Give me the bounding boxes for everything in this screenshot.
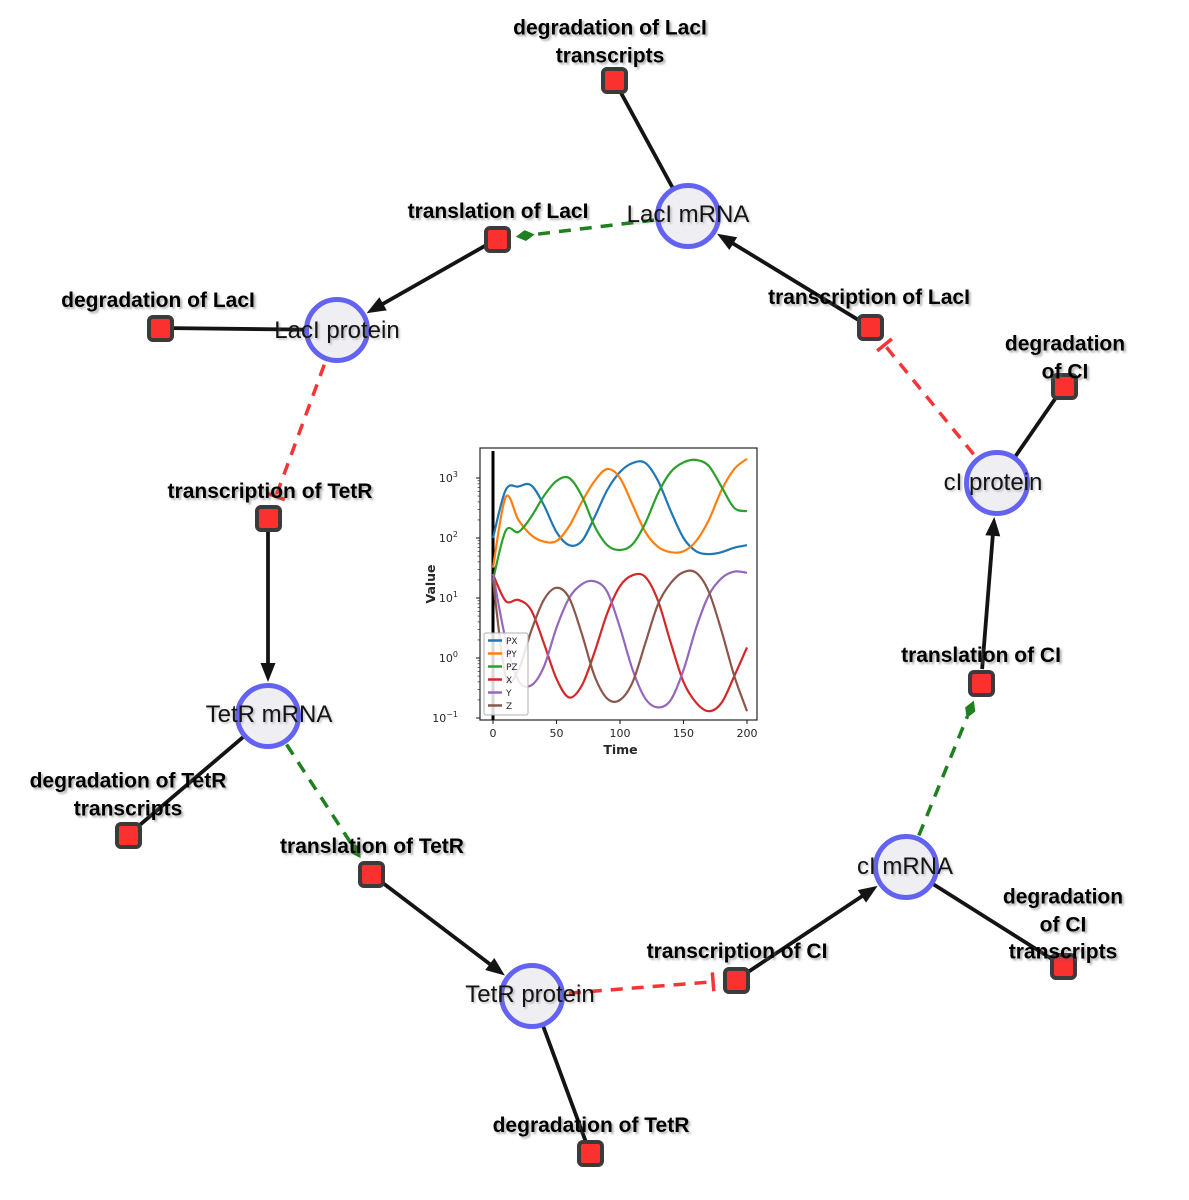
series-line-PY (491, 457, 748, 568)
edge-product-translation-tetR-to-tetR-protein-arrowhead (485, 958, 505, 976)
y-axis-tick-label: 103 (439, 470, 458, 485)
reaction-label-transcription-cI: transcription of CI (646, 940, 828, 964)
y-axis-tick-label: 101 (439, 590, 458, 605)
y-axis-tick-label: 102 (439, 530, 458, 545)
x-axis-title: Time (603, 742, 637, 757)
series-line-PX (491, 460, 748, 556)
reaction-node-deg-cI-tx (1049, 952, 1077, 980)
species-node-lacI-protein (304, 297, 370, 363)
edge-reactant-cI-protein-to-deg-cI (1013, 395, 1059, 458)
edge-product-translation-lacI-to-lacI-protein-arrowhead (366, 297, 387, 314)
species-label-cI-mRNA: cI mRNA (857, 853, 953, 880)
edge-inhibition-cI-protein-to-transcription-lacI (881, 342, 975, 456)
reaction-label-deg-cI-tx: degradation of CI transcripts (1002, 885, 1124, 964)
edge-reactant-lacI-protein-to-deg-lacI (172, 326, 306, 332)
species-node-tetR-mRNA (235, 683, 301, 749)
legend-label-X: X (506, 676, 512, 686)
reaction-label-transcription-tetR: transcription of TetR (167, 480, 373, 504)
reaction-label-deg-lacI-tx: degradation of LacI transcripts (513, 16, 707, 67)
chart-plot-area (491, 451, 749, 720)
reaction-node-transcription-tetR (254, 504, 282, 532)
species-node-lacI-mRNA (655, 183, 721, 249)
species-label-cI-protein: cI protein (943, 469, 1043, 496)
x-axis-tick-label: 200 (737, 727, 758, 740)
x-axis-tick-label: 50 (550, 727, 564, 740)
species-node-tetR-protein (499, 963, 565, 1029)
edge-modifier-tetR-mRNA-to-translation-tetR (285, 743, 353, 845)
x-axis-tick-label: 100 (610, 727, 631, 740)
series-line-Y (491, 570, 748, 709)
reaction-node-deg-cI (1050, 372, 1078, 400)
edge-product-transcription-cI-to-cI-mRNA (746, 890, 869, 974)
y-axis-title: Value (423, 564, 438, 603)
reaction-node-translation-tetR (357, 860, 385, 888)
species-label-tetR-mRNA: TetR mRNA (205, 701, 333, 728)
edge-inhibition-lacI-protein-to-transcription-tetR (273, 364, 326, 499)
edge-inhibition-cI-protein-to-transcription-lacI-tbar (876, 337, 893, 353)
legend-label-PY: PY (506, 650, 517, 660)
edge-modifier-cI-mRNA-to-translation-cI-diamond (965, 700, 976, 719)
y-axis-tick-label: 10−1 (432, 710, 458, 725)
reaction-node-deg-lacI-tx (600, 66, 628, 94)
x-axis-tick-label: 150 (673, 727, 694, 740)
y-axis-tick-label: 100 (439, 650, 458, 665)
edge-product-transcription-lacI-to-lacI-mRNA-arrowhead (717, 233, 738, 250)
reaction-node-deg-lacI (146, 314, 174, 342)
reaction-node-transcription-lacI (856, 313, 884, 341)
legend-label-PZ: PZ (506, 663, 518, 673)
reaction-label-deg-cI: degradation of CI (1004, 332, 1126, 383)
reaction-label-translation-tetR: translation of TetR (280, 835, 464, 859)
reaction-node-translation-lacI (483, 225, 511, 253)
x-axis-tick-label: 0 (490, 727, 497, 740)
legend-label-Z: Z (506, 702, 512, 712)
species-label-tetR-protein: TetR protein (465, 981, 595, 1008)
edge-inhibition-tetR-protein-to-transcription-cI-tbar (710, 972, 716, 992)
reaction-node-deg-tetR (576, 1139, 604, 1167)
edge-reactant-cI-mRNA-to-deg-cI-tx (932, 882, 1054, 961)
reaction-label-transcription-lacI: transcription of LacI (768, 286, 970, 310)
edge-product-transcription-lacI-to-lacI-mRNA (726, 238, 860, 322)
edge-modifier-cI-mRNA-to-translation-cI (917, 715, 970, 837)
series-line-PZ (491, 458, 748, 581)
edge-reactant-lacI-mRNA-to-deg-lacI-tx (618, 90, 675, 189)
edge-product-transcription-cI-to-cI-mRNA-arrowhead (857, 885, 878, 903)
reaction-node-deg-tetR-tx (114, 821, 142, 849)
reaction-label-deg-tetR: degradation of TetR (492, 1114, 690, 1138)
edge-product-translation-cI-to-cI-protein (980, 528, 996, 670)
edge-reactant-tetR-protein-to-deg-tetR (541, 1025, 588, 1142)
species-node-cI-mRNA (873, 834, 939, 900)
species-node-cI-protein (964, 450, 1030, 516)
edge-modifier-tetR-mRNA-to-translation-tetR-diamond (350, 842, 361, 859)
species-label-lacI-mRNA: LacI mRNA (626, 201, 750, 228)
edge-reactant-tetR-mRNA-to-deg-tetR-tx (136, 735, 245, 829)
reaction-label-translation-lacI: translation of LacI (407, 200, 589, 224)
edge-product-translation-tetR-to-tetR-protein (381, 880, 497, 970)
reaction-label-translation-cI: translation of CI (901, 644, 1061, 668)
legend-label-Y: Y (505, 689, 512, 699)
edge-inhibition-lacI-protein-to-transcription-tetR-tbar (266, 491, 286, 502)
legend-label-PX: PX (506, 637, 518, 647)
reaction-label-deg-lacI: degradation of LacI (61, 289, 255, 313)
series-line-Z (491, 569, 749, 712)
edge-inhibition-tetR-protein-to-transcription-cI (568, 979, 716, 995)
reaction-node-translation-cI (967, 669, 995, 697)
species-label-lacI-protein: LacI protein (274, 317, 400, 344)
reaction-label-deg-tetR-tx: degradation of TetR transcripts (29, 769, 227, 820)
edge-modifier-lacI-mRNA-to-translation-lacI-diamond (515, 230, 535, 242)
edge-product-translation-lacI-to-lacI-protein (376, 244, 486, 309)
reaction-node-transcription-cI (722, 966, 750, 994)
edge-product-transcription-tetR-to-tetR-mRNA-arrowhead (260, 663, 276, 682)
timecourse-chart: 103 102 101 100 10−1 0 50 100 150 200 Time Value PX P… (423, 447, 758, 757)
edge-product-translation-cI-to-cI-protein-arrowhead (985, 516, 1001, 537)
